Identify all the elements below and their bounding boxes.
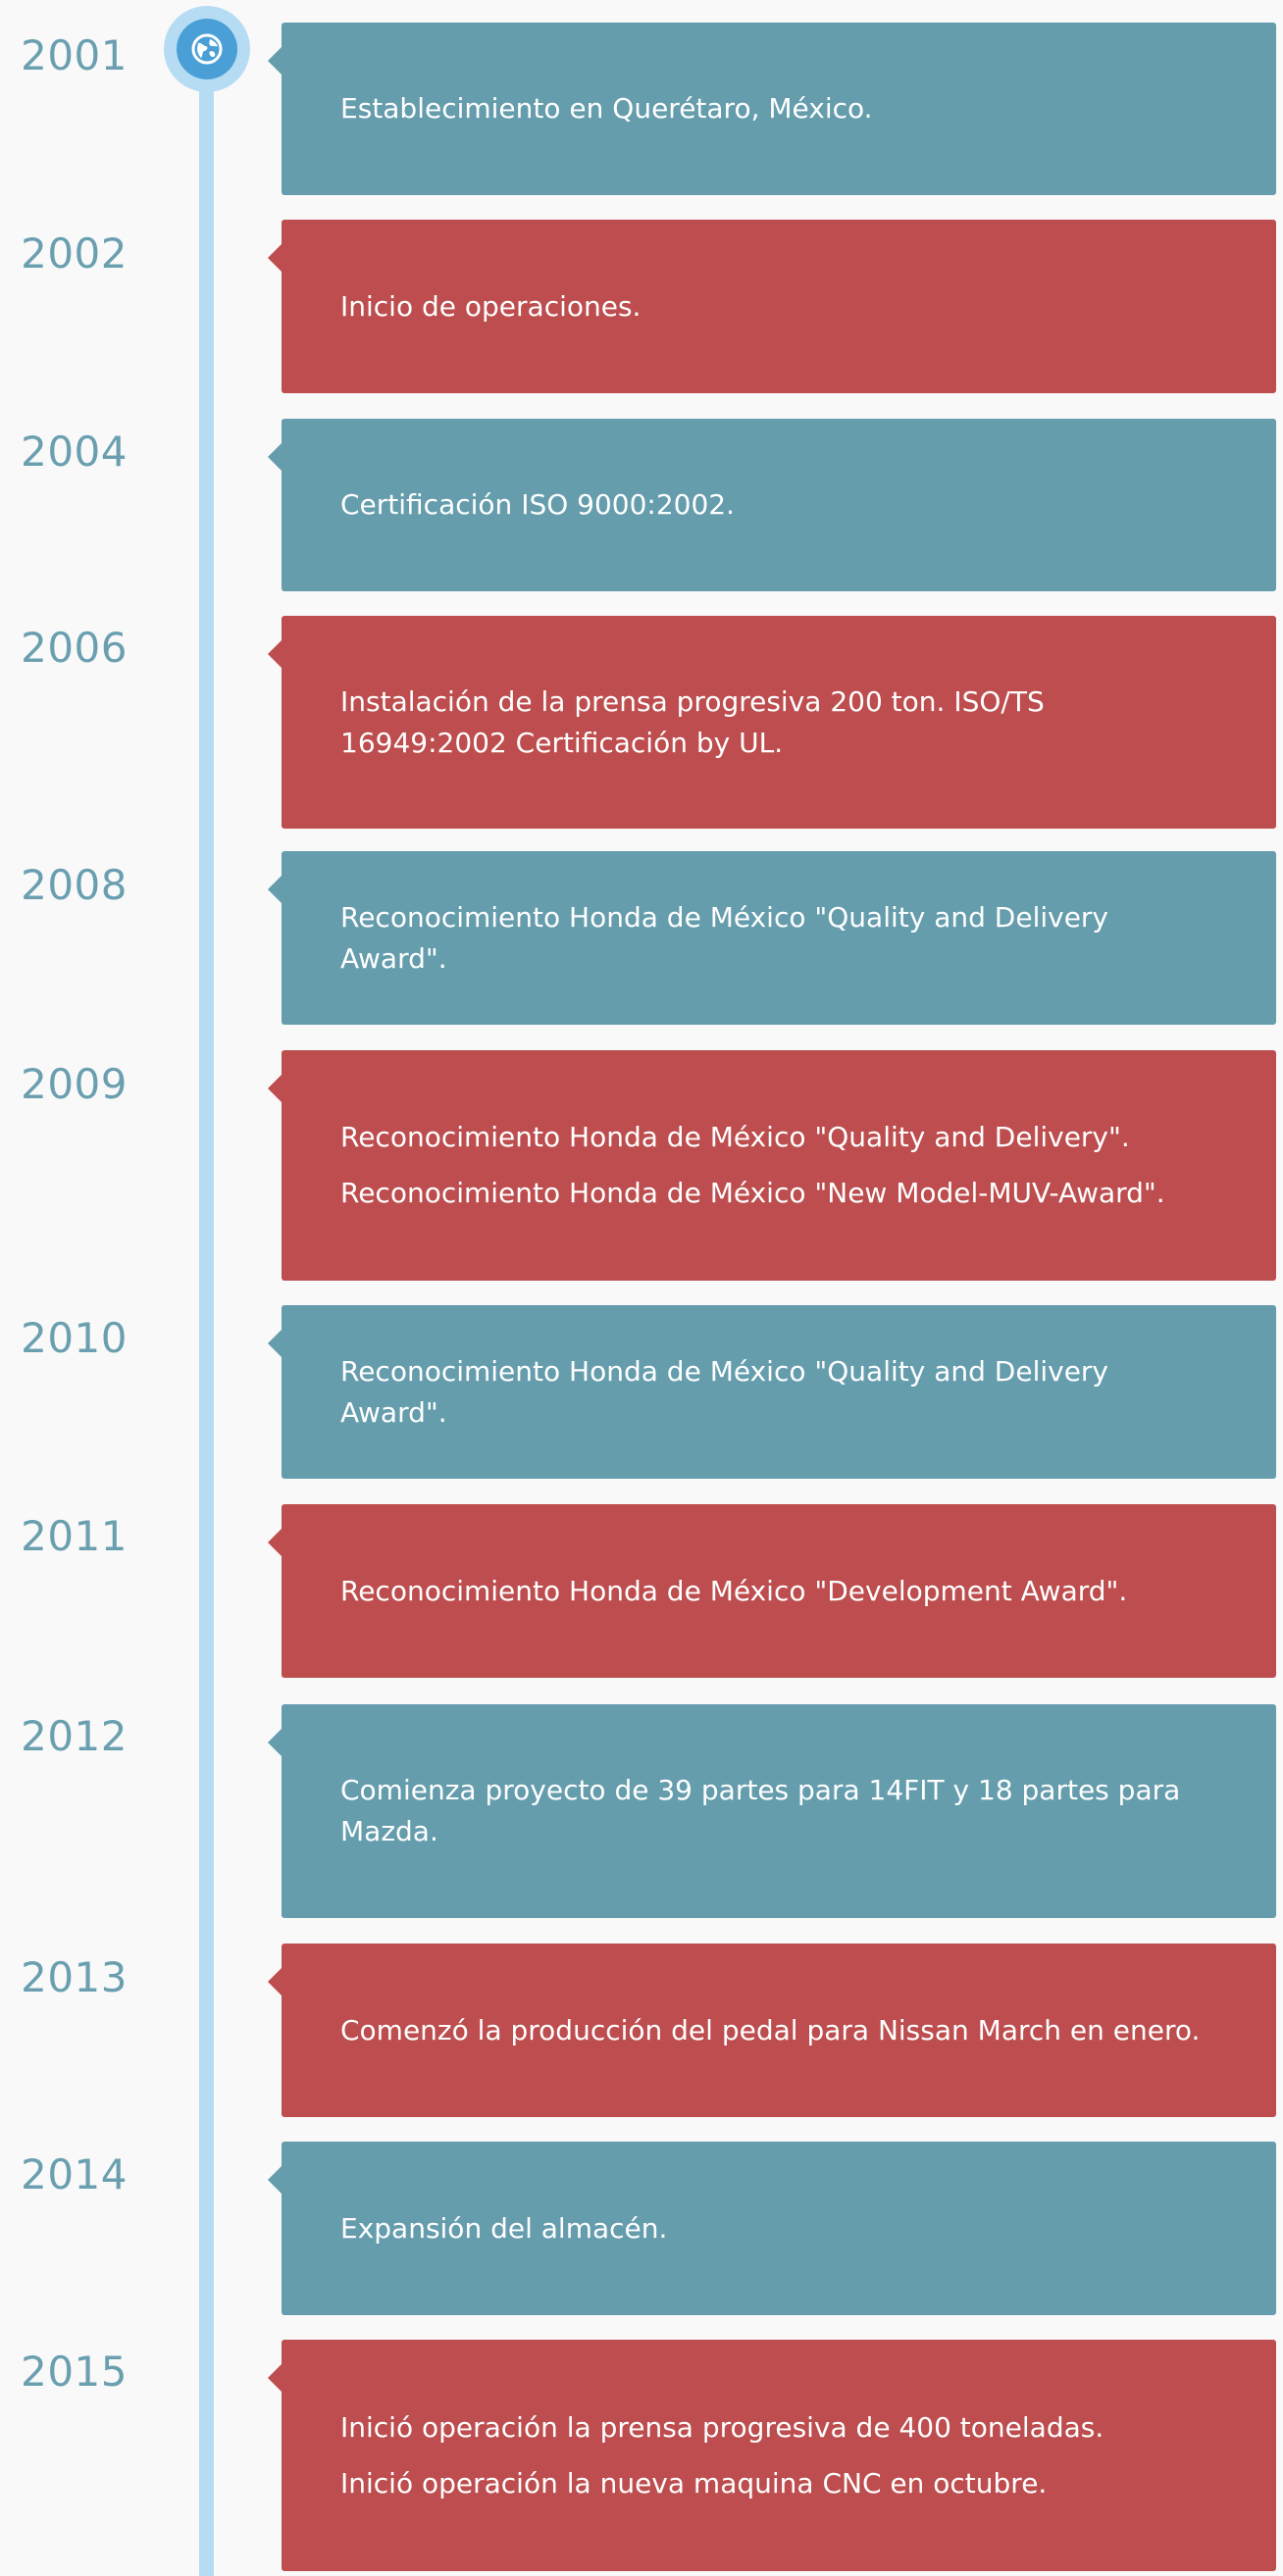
timeline-card: Certificación ISO 9000:2002. xyxy=(268,419,1276,591)
timeline-marker xyxy=(164,6,250,92)
timeline-year: 2011 xyxy=(21,1512,128,1560)
timeline-card: Comenzó la producción del pedal para Nis… xyxy=(268,1944,1276,2117)
timeline-year: 2015 xyxy=(21,2348,128,2396)
timeline-card: Comienza proyecto de 39 partes para 14FI… xyxy=(268,1704,1276,1918)
timeline-text: Inició operación la prensa progresiva de… xyxy=(340,2410,1104,2444)
timeline-year: 2009 xyxy=(21,1060,128,1108)
timeline-card: Reconocimiento Honda de México "Quality … xyxy=(268,851,1276,1025)
timeline-text: Comenzó la producción del pedal para Nis… xyxy=(340,2013,1201,2046)
timeline-text: Reconocimiento Honda de México "New Mode… xyxy=(340,1177,1165,1209)
timeline-text: Instalación de la prensa progresiva 200 … xyxy=(340,684,1045,759)
timeline-year: 2012 xyxy=(21,1712,128,1760)
timeline-year: 2014 xyxy=(21,2150,128,2198)
timeline-card: Instalación de la prensa progresiva 200 … xyxy=(268,616,1276,829)
timeline-text: Comienza proyecto de 39 partes para 14FI… xyxy=(340,1774,1181,1847)
timeline-text: Inicio de operaciones. xyxy=(340,289,642,323)
timeline-card: Establecimiento en Querétaro, México. xyxy=(268,23,1276,195)
timeline-card: Inicio de operaciones. xyxy=(268,220,1276,393)
timeline-card: Reconocimiento Honda de México "Developm… xyxy=(268,1504,1276,1678)
timeline-text: Reconocimiento Honda de México "Quality … xyxy=(340,1354,1109,1429)
timeline-year: 2008 xyxy=(21,861,128,909)
timeline-year: 2001 xyxy=(21,31,128,79)
timeline-text: Inició operación la nueva maquina CNC en… xyxy=(340,2466,1048,2500)
timeline-year: 2010 xyxy=(21,1314,128,1362)
timeline-card: Inició operación la prensa progresiva de… xyxy=(268,2340,1276,2571)
timeline-text: Reconocimiento Honda de México "Quality … xyxy=(340,1121,1130,1153)
timeline-year: 2004 xyxy=(21,428,128,476)
timeline-text: Expansión del almacén. xyxy=(340,2211,668,2245)
timeline-text: Establecimiento en Querétaro, México. xyxy=(340,92,873,125)
globe-icon xyxy=(177,19,237,79)
timeline-year: 2006 xyxy=(21,624,128,672)
timeline-text: Certificación ISO 9000:2002. xyxy=(340,488,736,521)
timeline-text: Reconocimiento Honda de México "Developm… xyxy=(340,1574,1128,1607)
timeline-card: Expansión del almacén. xyxy=(268,2142,1276,2315)
timeline-line xyxy=(199,29,214,2576)
timeline-year: 2013 xyxy=(21,1953,128,2001)
timeline-card: Reconocimiento Honda de México "Quality … xyxy=(268,1305,1276,1479)
timeline-text: Reconocimiento Honda de México "Quality … xyxy=(340,900,1109,975)
timeline-card: Reconocimiento Honda de México "Quality … xyxy=(268,1050,1276,1281)
timeline-year: 2002 xyxy=(21,229,128,278)
